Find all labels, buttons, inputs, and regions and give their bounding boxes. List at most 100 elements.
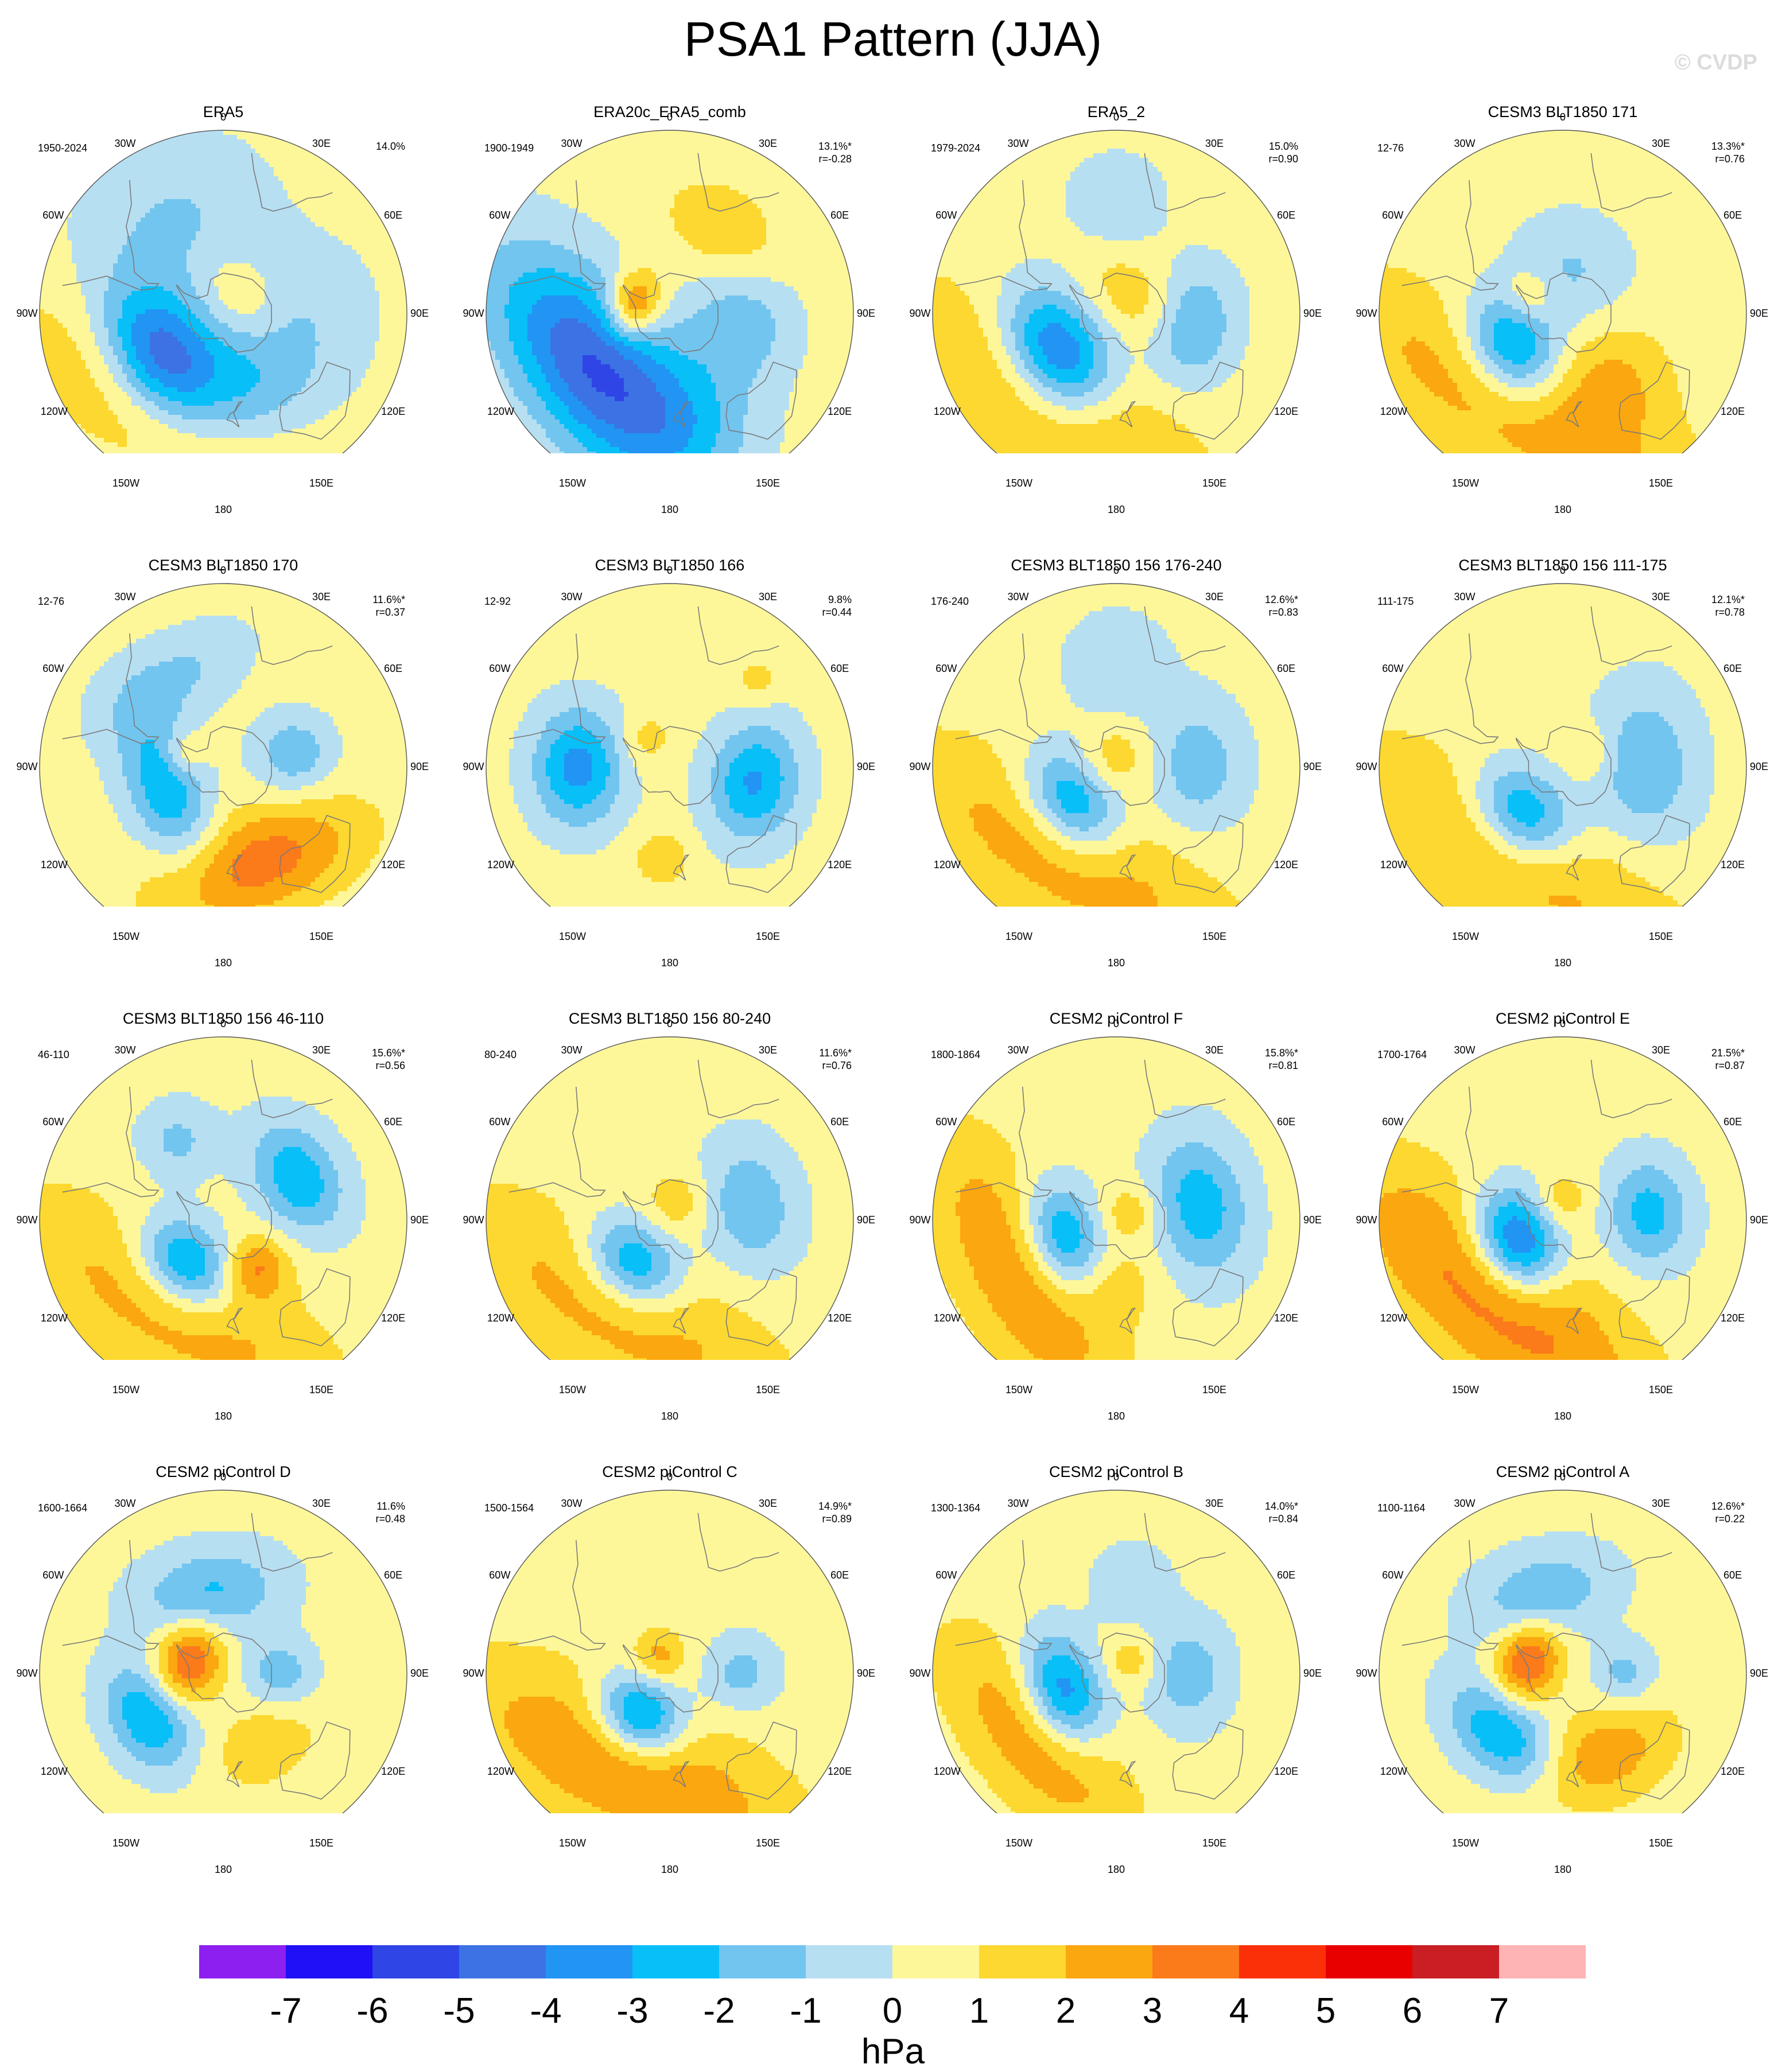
- longitude-label: 150W: [1452, 1837, 1477, 1849]
- longitude-label: 120W: [1380, 859, 1405, 871]
- longitude-label: 90E: [853, 1667, 879, 1680]
- panel-stats: 15.6%*r=0.56: [372, 1047, 405, 1072]
- longitude-label: 0: [1104, 565, 1129, 577]
- longitude-label: 90E: [1746, 308, 1772, 320]
- polar-map: [1340, 0, 1786, 453]
- longitude-label: 30W: [1452, 138, 1477, 150]
- longitude-label: 120E: [381, 859, 406, 871]
- colorbar-tick-label: 1: [950, 1991, 1008, 2031]
- longitude-label: 30E: [309, 591, 334, 603]
- colorbar-tick-label: -1: [777, 1991, 834, 2031]
- longitude-label: 60E: [381, 1116, 406, 1128]
- longitude-label: 90W: [14, 1214, 40, 1226]
- longitude-label: 0: [1550, 1018, 1575, 1030]
- longitude-label: 150E: [309, 1837, 334, 1849]
- panel-stats: 9.8%r=0.44: [822, 593, 852, 619]
- variance-percent: 14.0%: [376, 140, 405, 153]
- longitude-label: 60E: [1720, 1569, 1745, 1581]
- longitude-label: 90E: [1300, 308, 1325, 320]
- colorbar-tick-label: -7: [257, 1991, 315, 2031]
- colorbar-swatch: [892, 1945, 979, 1978]
- longitude-label: 60E: [827, 663, 852, 675]
- longitude-label: 180: [657, 1864, 682, 1876]
- pattern-correlation: r=0.89: [818, 1513, 852, 1525]
- longitude-label: 30E: [309, 1498, 334, 1510]
- longitude-label: 0: [1550, 111, 1575, 123]
- longitude-label: 90W: [14, 308, 40, 320]
- field-raster: [933, 1037, 1300, 1360]
- pattern-correlation: r=0.76: [1711, 153, 1745, 165]
- longitude-label: 90W: [14, 1667, 40, 1680]
- longitude-label: 0: [657, 1018, 682, 1030]
- longitude-label: 90W: [14, 761, 40, 773]
- colorbar-swatch: [719, 1945, 806, 1978]
- variance-percent: 12.6%*: [1265, 593, 1298, 606]
- colorbar-swatch: [1499, 1945, 1586, 1978]
- field-raster: [486, 1490, 854, 1813]
- longitude-label: 150W: [112, 1837, 138, 1849]
- colorbar-tick-label: 5: [1297, 1991, 1354, 2031]
- panel-stats: 14.0%*r=0.84: [1265, 1500, 1298, 1525]
- polar-map: [893, 453, 1340, 907]
- colorbar-tick-label: 6: [1384, 1991, 1441, 2031]
- colorbar-tick-label: -4: [517, 1991, 574, 2031]
- variance-percent: 21.5%*: [1711, 1047, 1745, 1059]
- variance-percent: 12.6%*: [1711, 1500, 1745, 1513]
- variance-percent: 11.6%*: [372, 593, 405, 606]
- longitude-label: 60W: [41, 1116, 66, 1128]
- longitude-label: 120E: [1720, 1766, 1745, 1778]
- longitude-label: 0: [1550, 565, 1575, 577]
- longitude-label: 120W: [41, 859, 66, 871]
- longitude-label: 60W: [934, 663, 959, 675]
- panel-period: 12-92: [484, 596, 511, 608]
- variance-percent: 13.3%*: [1711, 140, 1745, 153]
- longitude-label: 30E: [1202, 1498, 1227, 1510]
- variance-percent: 9.8%: [822, 593, 852, 606]
- longitude-label: 90E: [1746, 1667, 1772, 1680]
- longitude-label: 120W: [41, 1312, 66, 1324]
- pattern-correlation: r=0.81: [1265, 1059, 1298, 1072]
- colorbar-tick-label: 4: [1210, 1991, 1268, 2031]
- field-raster: [40, 1037, 407, 1360]
- longitude-label: 0: [211, 565, 236, 577]
- field-raster: [1379, 1490, 1747, 1813]
- colorbar-tick-label: -3: [604, 1991, 661, 2031]
- longitude-label: 90W: [461, 1667, 486, 1680]
- field-raster: [486, 1037, 854, 1360]
- colorbar-swatch: [1066, 1945, 1152, 1978]
- panel-period: 1979-2024: [931, 142, 980, 154]
- longitude-label: 0: [211, 111, 236, 123]
- longitude-label: 120E: [1720, 859, 1745, 871]
- polar-map: [446, 0, 893, 453]
- colorbar-tick-label: -6: [344, 1991, 401, 2031]
- longitude-label: 60E: [1720, 209, 1745, 221]
- panel-period: 12-76: [38, 596, 64, 608]
- longitude-label: 30W: [1005, 1498, 1031, 1510]
- polar-map: [893, 907, 1340, 1360]
- polar-map: [893, 0, 1340, 453]
- longitude-label: 120E: [827, 859, 852, 871]
- pattern-correlation: r=0.37: [372, 606, 405, 619]
- longitude-label: 90E: [1300, 1214, 1325, 1226]
- longitude-label: 90E: [853, 1214, 879, 1226]
- panel-stats: 13.3%*r=0.76: [1711, 140, 1745, 165]
- longitude-label: 60W: [1380, 1116, 1405, 1128]
- field-raster: [1379, 1037, 1747, 1360]
- field-raster: [486, 130, 854, 453]
- panel-period: 1300-1364: [931, 1502, 980, 1514]
- longitude-label: 60W: [934, 209, 959, 221]
- longitude-label: 0: [1104, 1471, 1129, 1483]
- pattern-correlation: r=0.44: [822, 606, 852, 619]
- panel-stats: 11.6%*r=0.37: [372, 593, 405, 619]
- longitude-label: 30E: [1202, 591, 1227, 603]
- longitude-label: 120E: [1274, 859, 1299, 871]
- longitude-label: 0: [657, 111, 682, 123]
- variance-percent: 13.1%*: [818, 140, 852, 153]
- longitude-label: 60W: [487, 1116, 512, 1128]
- longitude-label: 90W: [907, 308, 933, 320]
